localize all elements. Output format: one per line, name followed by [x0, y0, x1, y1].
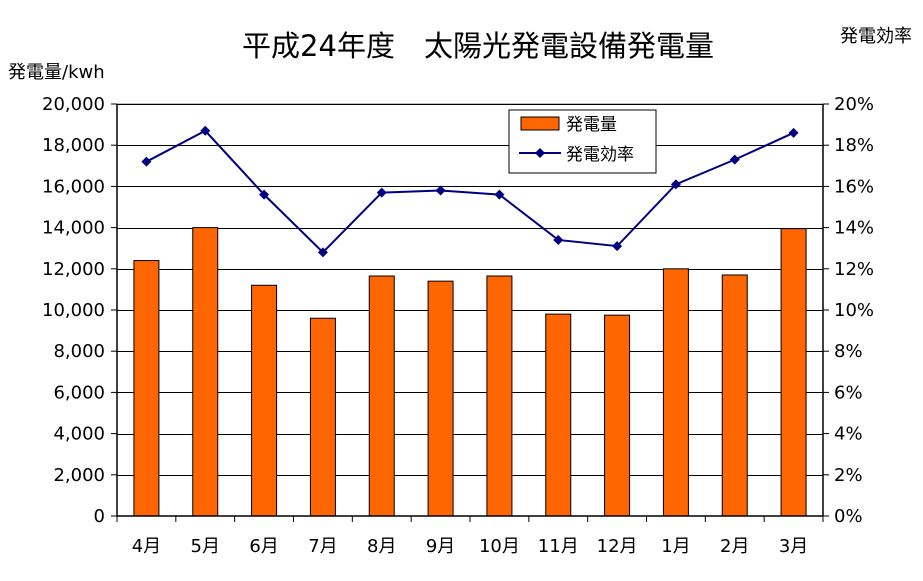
y-tick-label: 0: [94, 506, 105, 527]
x-tick-label: 2月: [720, 536, 749, 557]
line-point: [435, 185, 446, 196]
line-point: [141, 156, 152, 167]
bar: [780, 228, 807, 517]
y2-axis-title: 発電効率: [840, 26, 912, 47]
line-point: [553, 234, 564, 245]
bar: [486, 275, 513, 517]
gridlines: [117, 104, 823, 476]
bar: [427, 280, 454, 517]
legend-bar-label: 発電量: [566, 115, 617, 135]
x-tick-label: 11月: [538, 536, 579, 557]
bar: [545, 313, 572, 517]
y2-tick-label: 16%: [834, 176, 874, 197]
bar: [309, 317, 336, 517]
bar: [192, 227, 219, 517]
efficiency-line: [145, 129, 794, 254]
line-point: [376, 187, 387, 198]
y2-tick-label: 2%: [834, 465, 863, 486]
x-tick-label: 1月: [661, 536, 690, 557]
line-point: [200, 125, 211, 136]
y-tick-label: 2,000: [53, 465, 105, 486]
y-tick-label: 16,000: [42, 176, 105, 197]
y2-tick-label: 10%: [834, 300, 874, 321]
y2-tick-label: 4%: [834, 424, 863, 445]
line-point: [612, 241, 623, 252]
line-point: [788, 127, 799, 138]
bar: [251, 284, 278, 517]
legend-bar-swatch: [520, 116, 560, 131]
line-series: [141, 125, 799, 258]
y-tick-label: 6,000: [53, 382, 105, 403]
y-tick-label: 8,000: [53, 341, 105, 362]
x-tick-label: 3月: [779, 536, 808, 557]
y2-tick-label: 14%: [834, 218, 874, 239]
bar: [604, 314, 631, 517]
y-tick-label: 14,000: [42, 218, 105, 239]
bar: [133, 260, 160, 517]
y-tick-label: 18,000: [42, 135, 105, 156]
legend-line-label: 発電効率: [566, 145, 634, 165]
x-tick-label: 6月: [249, 536, 278, 557]
axes: 0 2,000 4,000 6,000 8,000 10,000 12,000 14,000 1…: [42, 94, 874, 557]
line-point: [494, 189, 505, 200]
y-tick-label: 12,000: [42, 259, 105, 280]
x-tick-label: 9月: [426, 536, 455, 557]
y-tick-label: 20,000: [42, 94, 105, 115]
y2-tick-label: 18%: [834, 135, 874, 156]
x-tick-label: 12月: [597, 536, 638, 557]
y2-tick-label: 20%: [834, 94, 874, 115]
line-point: [729, 154, 740, 165]
bar: [721, 274, 748, 517]
x-tick-label: 5月: [191, 536, 220, 557]
legend: 発電量 発電効率: [508, 109, 657, 174]
y2-tick-label: 12%: [834, 259, 874, 280]
y2-tick-label: 0%: [834, 506, 863, 527]
bar: [662, 268, 689, 517]
y-tick-label: 4,000: [53, 424, 105, 445]
y-axis-title: 発電量/kwh: [8, 62, 105, 83]
y2-tick-label: 8%: [834, 341, 863, 362]
x-tick-label: 7月: [308, 536, 337, 557]
line-point: [317, 247, 328, 258]
bar: [368, 275, 395, 517]
legend-line-marker: [535, 148, 545, 158]
x-tick-label: 10月: [479, 536, 520, 557]
line-point: [670, 179, 681, 190]
x-tick-label: 8月: [367, 536, 396, 557]
chart-title: 平成24年度 太陽光発電設備発電量: [242, 29, 714, 63]
y-tick-label: 10,000: [42, 300, 105, 321]
y2-tick-label: 6%: [834, 382, 863, 403]
x-tick-label: 4月: [132, 536, 161, 557]
line-point: [259, 189, 270, 200]
